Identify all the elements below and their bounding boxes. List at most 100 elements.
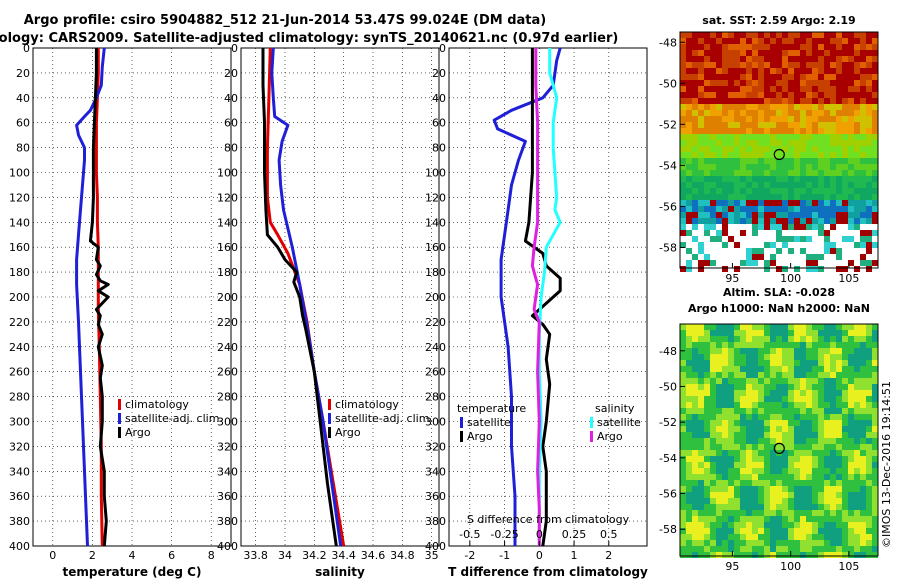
- map-y-tick-label: -54: [659, 159, 677, 172]
- depth-tick-label: 260: [425, 366, 446, 379]
- plot-frame: [32, 47, 232, 547]
- depth-tick-label: 400: [425, 540, 446, 553]
- depth-tick-label: 200: [425, 291, 446, 304]
- series-line-t-satellite: [492, 47, 562, 546]
- map-y-tick-label: -52: [659, 118, 677, 131]
- depth-tick-label: 360: [9, 490, 30, 503]
- map-frame: [679, 31, 879, 269]
- map-x-tick-label: 100: [780, 560, 801, 573]
- x-tick-label: 2: [605, 549, 612, 562]
- argo-position-marker: [773, 442, 785, 454]
- series-line-argo: [88, 48, 110, 547]
- map-x-tick-label: 100: [780, 272, 801, 285]
- sla-map: 95 100 105 -48 -50 -52 -54 -56 -58 Altim. SLA: -0…: [659, 286, 879, 573]
- legend-swatch: [590, 417, 593, 428]
- legend-label: satellite-adj. clim.: [125, 412, 223, 425]
- x-axis-label: salinity: [315, 565, 365, 579]
- x-tick-label: 0: [536, 549, 543, 562]
- x-tick-label: 4: [129, 549, 136, 562]
- legend-swatch: [328, 413, 331, 424]
- depth-tick-label: 260: [9, 366, 30, 379]
- legend-label: Argo: [467, 430, 493, 443]
- depth-tick-label: 160: [425, 241, 446, 254]
- depth-tick-label: 80: [16, 142, 30, 155]
- series-line-argo: [261, 48, 338, 547]
- x-tick-label: 6: [168, 549, 175, 562]
- sst-map: 95 100 105 -48 -50 -52 -54 -56 -58 sat. SST: 2.59…: [659, 14, 879, 285]
- map-title: Altim. SLA: -0.028: [723, 286, 835, 299]
- depth-tick-label: 240: [217, 341, 238, 354]
- legend-label: satellite: [467, 416, 511, 429]
- depth-tick-label: 20: [16, 67, 30, 80]
- s-tick-label: -0.25: [490, 528, 518, 541]
- legend-title-salinity: salinity: [595, 402, 635, 415]
- x-axis-label: T difference from climatology: [448, 565, 648, 579]
- depth-tick-label: 320: [217, 440, 238, 453]
- depth-tick-label: 180: [9, 266, 30, 279]
- depth-tick-label: 380: [9, 515, 30, 528]
- map-x-tick-label: 105: [838, 272, 859, 285]
- map-y-tick-label: -48: [659, 345, 677, 358]
- x-axis-label: temperature (deg C): [63, 565, 202, 579]
- legend-swatch: [590, 431, 593, 442]
- legend-title-temperature: temperature: [457, 402, 526, 415]
- map-y-tick-label: -50: [659, 380, 677, 393]
- x-tick-label: 2: [89, 549, 96, 562]
- map-cells: [680, 324, 878, 558]
- depth-tick-label: 100: [9, 167, 30, 180]
- map-frame: [679, 323, 879, 557]
- depth-tick-label: 140: [217, 216, 238, 229]
- series-line-s-satellite: [537, 48, 562, 546]
- depth-tick-label: 20: [224, 67, 238, 80]
- x-tick-label: 1: [571, 549, 578, 562]
- depth-tick-label: 160: [217, 241, 238, 254]
- s-tick-label: 0.25: [562, 528, 587, 541]
- x-tick-label: 34.6: [361, 549, 386, 562]
- depth-tick-label: 340: [9, 465, 30, 478]
- depth-tick-label: 80: [432, 142, 446, 155]
- map-y-tick-label: -56: [659, 200, 677, 213]
- x-tick-label: 33.8: [243, 549, 268, 562]
- depth-tick-label: 260: [217, 366, 238, 379]
- legend-label: climatology: [125, 398, 189, 411]
- depth-tick-label: 60: [432, 117, 446, 130]
- depth-tick-label: 400: [9, 540, 30, 553]
- depth-tick-label: 100: [425, 167, 446, 180]
- depth-tick-label: 200: [217, 291, 238, 304]
- depth-tick-label: 0: [439, 42, 446, 55]
- map-y-tick-label: -58: [659, 241, 677, 254]
- legend-swatch: [460, 431, 463, 442]
- legend-label: Argo: [125, 426, 151, 439]
- depth-tick-label: 280: [9, 391, 30, 404]
- map-cells: [680, 32, 878, 272]
- x-tick-label: 34.2: [302, 549, 327, 562]
- s-tick-label: 0.5: [600, 528, 618, 541]
- depth-tick-label: 140: [425, 216, 446, 229]
- depth-tick-label: 300: [9, 416, 30, 429]
- x-tick-label: -2: [464, 549, 475, 562]
- depth-tick-label: 180: [425, 266, 446, 279]
- legend-swatch: [328, 399, 331, 410]
- depth-tick-label: 300: [217, 416, 238, 429]
- depth-tick-label: 240: [9, 341, 30, 354]
- depth-tick-label: 160: [9, 241, 30, 254]
- legend-swatch: [118, 399, 121, 410]
- map-subtitle: Argo h1000: NaN h2000: NaN: [688, 302, 870, 315]
- depth-tick-label: 340: [217, 465, 238, 478]
- depth-tick-label: 40: [16, 92, 30, 105]
- depth-tick-label: 100: [217, 167, 238, 180]
- depth-tick-label: 320: [425, 440, 446, 453]
- plot-frame: [448, 47, 648, 547]
- depth-tick-label: 0: [231, 42, 238, 55]
- depth-tick-label: 120: [217, 191, 238, 204]
- legend-label: satellite-adj. clim.: [335, 412, 433, 425]
- depth-tick-label: 20: [432, 67, 446, 80]
- legend-swatch: [328, 427, 331, 438]
- depth-tick-label: 360: [217, 490, 238, 503]
- depth-tick-label: 120: [9, 191, 30, 204]
- x-tick-label: 34: [278, 549, 292, 562]
- series-line-satellite-adj-clim-: [270, 47, 343, 547]
- depth-tick-label: 120: [425, 191, 446, 204]
- depth-tick-label: 360: [425, 490, 446, 503]
- legend-label: Argo: [335, 426, 361, 439]
